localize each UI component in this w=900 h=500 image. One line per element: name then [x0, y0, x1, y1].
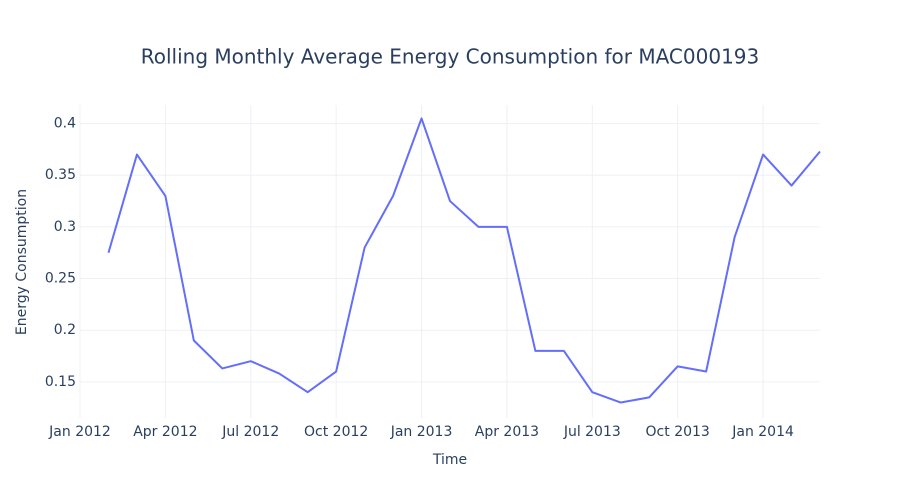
y-tick-label: 0.35 — [45, 167, 76, 183]
y-axis-title: Energy Consumption — [14, 189, 30, 335]
x-tick-label: Oct 2012 — [304, 424, 368, 440]
x-tick-label: Jul 2013 — [563, 424, 621, 440]
y-tick-label: 0.25 — [45, 271, 76, 287]
y-tick-label: 0.4 — [54, 116, 76, 132]
data-line — [107, 117, 821, 404]
x-axis-title: Time — [432, 452, 467, 468]
x-tick-label: Jul 2012 — [221, 424, 279, 440]
x-tick-label: Jan 2013 — [390, 424, 453, 440]
x-tick-label: Oct 2013 — [646, 424, 710, 440]
y-tick-label: 0.3 — [54, 219, 76, 235]
y-tick-label: 0.15 — [45, 374, 76, 390]
x-tick-label: Jan 2012 — [48, 424, 111, 440]
y-tick-label: 0.2 — [54, 322, 76, 338]
chart-title: Rolling Monthly Average Energy Consumpti… — [141, 45, 760, 69]
x-tick-label: Apr 2013 — [475, 424, 539, 440]
x-tick-label: Jan 2014 — [731, 424, 794, 440]
x-tick-label: Apr 2012 — [133, 424, 197, 440]
